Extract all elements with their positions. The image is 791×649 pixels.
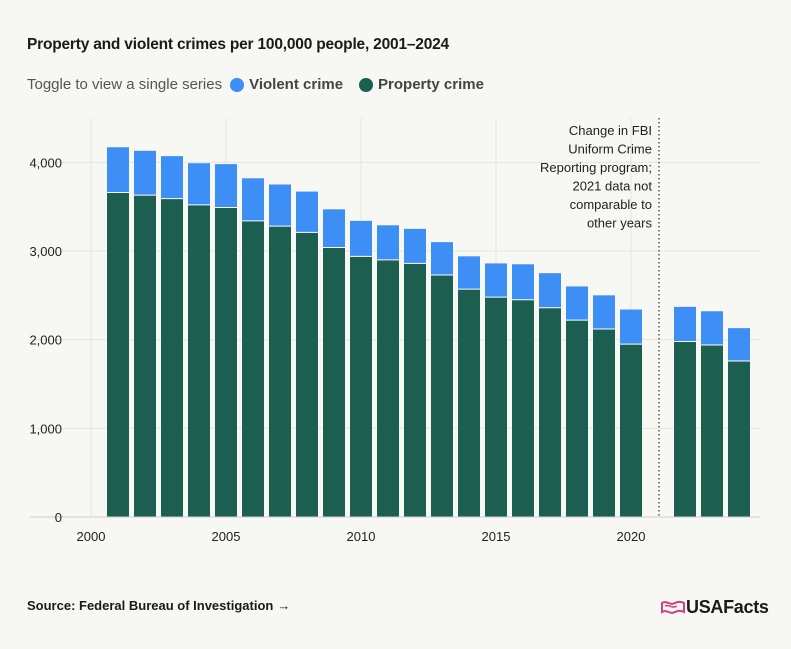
bar-property-crime [512,299,534,517]
bar-violent-crime [566,286,588,321]
bar-property-crime [458,289,480,517]
arrow-right-icon: → [277,598,291,613]
bar-violent-crime [269,184,291,227]
bar-property-crime [728,360,750,517]
bar-property-crime [242,220,264,517]
annotation-line: Reporting program; [540,160,652,175]
bar-violent-crime [593,295,615,330]
bar-property-crime [377,259,399,517]
x-tick-label: 2020 [617,529,646,544]
bar-violent-crime [701,311,723,345]
legend-label-property-crime: Property crime [378,76,484,93]
legend-label-violent-crime: Violent crime [249,76,344,93]
bar-violent-crime [215,164,237,208]
legend: Toggle to view a single series Violent c… [27,76,500,93]
bar-violent-crime [107,147,129,193]
bar-property-crime [539,307,561,517]
y-tick-label: 4,000 [29,155,62,170]
y-tick-label: 1,000 [29,421,62,436]
y-tick-label: 0 [55,510,62,525]
bar-violent-crime [188,163,210,205]
bar-property-crime [566,320,588,517]
y-tick-label: 3,000 [29,244,62,259]
stacked-bar-chart: 0 1,000 2,000 3,000 4,000 2000 2005 2010 2015 202… [29,118,760,544]
logo-text: USAFacts [686,597,769,617]
bar-violent-crime [674,306,696,342]
source-link[interactable]: Source: Federal Bureau of Investigation → [27,598,290,613]
source-label: Source: Federal Bureau of Investigation [27,598,274,613]
bar-violent-crime [377,225,399,260]
x-tick-label: 2015 [482,529,511,544]
bar-violent-crime [134,150,156,196]
bar-violent-crime [404,228,426,264]
bar-violent-crime [242,178,264,221]
legend-swatch-violent-icon [230,77,245,92]
legend-item-violent-crime[interactable]: Violent crime [230,76,343,93]
bar-property-crime [350,256,372,517]
bar-property-crime [269,226,291,517]
chart-title: Property and violent crimes per 100,000 … [27,36,449,53]
y-tick-label: 2,000 [29,333,62,348]
usafacts-logo: USAFacts [660,597,769,618]
bar-property-crime [323,247,345,517]
bar-property-crime [620,344,642,517]
bar-violent-crime [485,263,507,298]
x-tick-label: 2010 [347,529,376,544]
legend-item-property-crime[interactable]: Property crime [359,76,484,93]
bar-violent-crime [431,242,453,275]
bar-violent-crime [323,209,345,248]
bar-property-crime [134,195,156,517]
bar-violent-crime [728,328,750,361]
bar-violent-crime [458,256,480,290]
bar-violent-crime [620,309,642,345]
x-tick-label: 2005 [212,529,241,544]
bar-violent-crime [539,273,561,308]
bar-property-crime [161,198,183,518]
x-tick-label: 2000 [77,529,106,544]
bar-property-crime [404,263,426,517]
annotation-line: Uniform Crime [568,142,652,157]
annotation-line: comparable to [570,197,652,212]
bar-property-crime [188,204,210,518]
bar-property-crime [485,297,507,517]
bar-property-crime [431,274,453,517]
flag-icon [661,600,685,614]
bar-property-crime [701,344,723,517]
bar-violent-crime [161,156,183,199]
bar-violent-crime [350,220,372,257]
bar-violent-crime [512,264,534,300]
annotation-line: Change in FBI [569,123,652,138]
bar-violent-crime [296,191,318,233]
bar-property-crime [296,232,318,517]
legend-hint: Toggle to view a single series [27,76,223,93]
bar-property-crime [107,192,129,518]
bar-property-crime [674,341,696,517]
annotation-line: other years [587,216,653,231]
legend-swatch-property-icon [359,77,374,92]
annotation-line: 2021 data not [572,179,652,194]
bar-property-crime [593,329,615,517]
bar-property-crime [215,207,237,517]
